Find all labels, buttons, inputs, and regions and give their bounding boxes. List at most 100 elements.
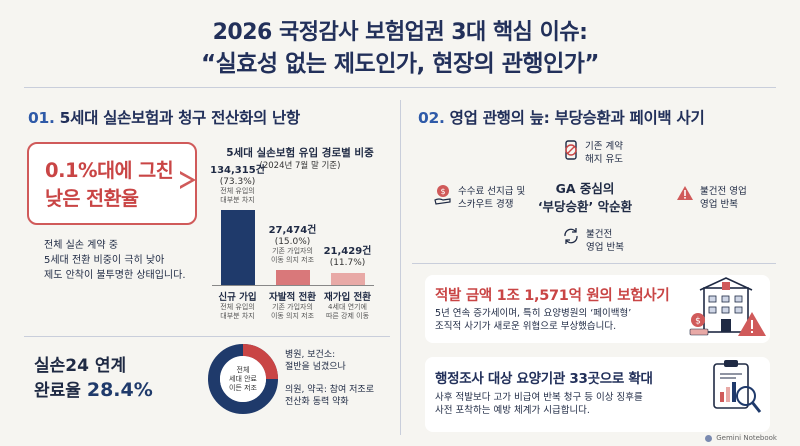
bar-value-label: 21,429건 <box>323 246 372 257</box>
column-divider <box>400 100 401 435</box>
donut-note1-line2: 절반을 넘겼으나 <box>285 362 346 372</box>
bar-category-label: 재가입 전환 <box>323 292 371 303</box>
node-left: 수수료 선지급 및 스카우트 경쟁 <box>458 185 525 211</box>
chart-subtitle: (2024년 7월 말 기준) <box>259 161 341 171</box>
bar-inner-note: 기존 가입자의 <box>272 247 313 255</box>
cycle-center-title: GA 중심의 ‘부당승환’ 악순환 <box>530 180 640 216</box>
donut-note2-line2: 전산화 동력 약화 <box>285 397 349 407</box>
bar-label-2: 27,474건 (15.0%) 기존 가입자의 이동 의지 저조 <box>259 225 326 265</box>
section2-title: 영업 관행의 늪: 부당승환과 페이백 사기 <box>449 109 705 127</box>
donut-note1: 병원, 보건소: 절반을 넘겼으나 <box>285 349 346 373</box>
bar-category-1: 신규 가입 전체 유입의 대부분 차지 <box>204 289 271 321</box>
bar-inner-note: 대부분 차지 <box>220 196 255 204</box>
donut-center-3: 이든 저조 <box>229 384 257 392</box>
desc-line1: 전체 실손 계약 중 <box>44 240 118 251</box>
chart-title: 5세대 실손보험 유입 경로별 비중 <box>226 147 374 159</box>
bar-value-label: 134,315건 <box>210 165 265 176</box>
page-title-line1: 2026 국정감사 보험업권 3대 핵심 이슈: <box>212 20 588 45</box>
donut-note1-line1: 병원, 보건소: <box>285 350 336 360</box>
center-line1: GA 중심의 <box>555 181 615 196</box>
link-rate: 완료율 28.4% <box>34 376 153 401</box>
money-hand-icon: $ <box>434 185 451 205</box>
warning-icon <box>677 186 693 200</box>
bar-category-label: 신규 가입 <box>218 292 257 303</box>
svg-text:$: $ <box>440 187 445 196</box>
bar-category-2: 자발적 전환 기존 가입자의 이동 의지 저조 <box>259 289 326 321</box>
admin-desc: 사후 적발보다 고가 비급여 반복 청구 등 이상 징후를 사전 포착하는 예방… <box>435 391 643 417</box>
donut-center-2: 세대 안료 <box>229 375 257 383</box>
section1-number: 01. <box>28 109 55 127</box>
callout-pointer-inner <box>178 173 191 187</box>
node-top: 기존 계약 해지 유도 <box>585 140 623 166</box>
section2-number: 02. <box>418 109 445 127</box>
section1-description: 전체 실손 계약 중 5세대 전환 비중이 극히 낮아 제도 안착이 불투명한 … <box>44 238 186 283</box>
page-title-line2: “실효성 없는 제도인가, 현장의 관행인가” <box>200 51 600 77</box>
desc-line3: 제도 안착이 불투명한 상태입니다. <box>44 270 186 281</box>
footer-brand-label: Gemini Notebook <box>716 434 777 442</box>
callout-box: 0.1%대에 그친 낮은 전환율 <box>27 142 197 225</box>
admin-title: 행정조사 대상 요양기관 33곳으로 확대 <box>435 371 653 387</box>
hospital-warning-icon: $ <box>689 277 766 336</box>
phone-cancel-icon <box>565 140 577 160</box>
footer-brand: Gemini Notebook <box>705 434 777 442</box>
admin-desc-line1: 사후 적발보다 고가 비급여 반복 청구 등 이상 징후를 <box>435 392 643 403</box>
donut-note2-line1: 의원, 약국: 참여 저조로 <box>285 385 374 395</box>
bar-below-note: 이동 의지 저조 <box>270 312 315 320</box>
bar-below-note: 대부분 차지 <box>220 312 255 320</box>
node-bottom-line2: 영업 반복 <box>586 242 624 253</box>
header-divider <box>24 87 776 88</box>
node-left-line1: 수수료 선지급 및 <box>458 186 526 197</box>
clipboard-magnifier-icon <box>713 360 762 413</box>
donut-chart <box>208 344 278 414</box>
node-top-line1: 기존 계약 <box>585 141 623 152</box>
bar-chart: 134,315건 (73.3%) 전체 유입의 대부분 차지 신규 가입 전체 유입의 대부… <box>200 165 400 340</box>
bar-1 <box>220 210 255 285</box>
bar-category-label: 자발적 전환 <box>268 292 316 303</box>
section1-heading: 01. 5세대 실손보험과 청구 전산화의 난항 <box>28 106 300 128</box>
bar-label-1: 134,315건 (73.3%) 전체 유입의 대부분 차지 <box>204 165 271 205</box>
bar-inner-note: 이동 의지 저조 <box>270 256 315 264</box>
svg-text:$: $ <box>695 317 701 327</box>
node-left-line2: 스카우트 경쟁 <box>458 199 514 210</box>
node-right-line1: 불건전 영업 <box>700 186 747 197</box>
admin-desc-line2: 사전 포착하는 예방 체계가 시급합니다. <box>435 405 590 416</box>
node-bottom-line1: 불건전 <box>586 229 613 240</box>
gemini-logo-icon <box>705 434 712 442</box>
bar-below-note: 전체 유입의 <box>220 303 255 311</box>
node-bottom: 불건전 영업 반복 <box>586 228 624 254</box>
bar-2 <box>275 270 310 285</box>
section2-divider <box>412 263 776 264</box>
bar-percent-label: (73.3%) <box>219 177 256 187</box>
bar-percent-label: (15.0%) <box>274 237 311 247</box>
bar-axis-line <box>212 285 374 286</box>
fraud-desc: 5년 연속 증가세이며, 특히 요양병원의 ‘페이백형’ 조직적 사기가 새로운… <box>435 307 631 333</box>
callout-line1: 0.1%대에 그친 <box>45 159 174 182</box>
bar-below-note: 따른 강제 이동 <box>325 312 370 320</box>
bar-below-note: 기존 가입자의 <box>272 303 313 311</box>
bar-percent-label: (11.7%) <box>329 258 366 268</box>
donut-center-label: 전체 세대 안료 이든 저조 <box>219 366 267 393</box>
bar-below-note: 4세대 연기에 <box>328 303 367 311</box>
bar-3 <box>330 273 365 285</box>
desc-line2: 5세대 전환 비중이 극히 낮아 <box>44 255 165 266</box>
admin-box: 행정조사 대상 요양기관 33곳으로 확대 사후 적발보다 고가 비급여 반복 … <box>425 357 770 432</box>
fraud-desc-line1: 5년 연속 증가세이며, 특히 요양병원의 ‘페이백형’ <box>435 308 632 319</box>
link-rate-value: 28.4% <box>86 379 153 401</box>
callout-line2: 낮은 전환율 <box>45 187 139 210</box>
donut-segment-red <box>242 344 278 380</box>
bar-value-label: 27,474건 <box>268 225 317 236</box>
fraud-title: 적발 금액 1조 1,571억 원의 보험사기 <box>435 288 670 304</box>
donut-center-1: 전체 <box>236 366 250 374</box>
donut-note2: 의원, 약국: 참여 저조로 전산화 동력 약화 <box>285 384 374 408</box>
fraud-desc-line2: 조직적 사기가 새로운 위협으로 부상했습니다. <box>435 321 617 332</box>
bar-category-3: 재가입 전환 4세대 연기에 따른 강제 이동 <box>314 289 381 321</box>
link-label: 실손24 연계 <box>34 356 127 376</box>
section2-heading: 02. 영업 관행의 늪: 부당승환과 페이백 사기 <box>418 106 705 128</box>
donut-hole <box>220 356 266 402</box>
section1-divider <box>24 336 390 337</box>
cycle-arrows-icon <box>564 228 578 244</box>
node-right-line2: 영업 반복 <box>700 199 738 210</box>
bar-inner-note: 전체 유입의 <box>220 187 255 195</box>
section1-title: 5세대 실손보험과 청구 전산화의 난항 <box>59 109 301 127</box>
link-rate-label: 완료율 <box>34 381 81 401</box>
